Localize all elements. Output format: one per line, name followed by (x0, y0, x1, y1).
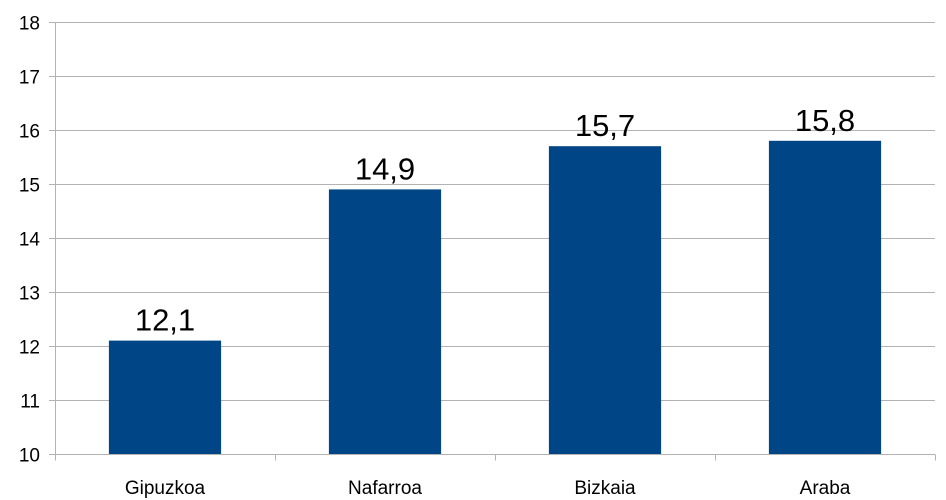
y-tick-label-14: 14 (19, 230, 41, 251)
data-label-gipuzkoa: 12,1 (135, 303, 195, 338)
y-tick-label-15: 15 (19, 176, 40, 197)
y-tick-label-11: 11 (20, 392, 40, 413)
bar-gipuzkoa (108, 340, 222, 454)
x-axis-category-labels: Gipuzkoa Nafarroa Bizkaia Araba (125, 478, 851, 499)
axes (49, 22, 936, 461)
data-label-bizkaia: 15,7 (575, 108, 635, 143)
y-tick-label-18: 18 (19, 14, 40, 35)
category-label-nafarroa: Nafarroa (348, 478, 422, 499)
bars (108, 140, 882, 455)
category-label-bizkaia: Bizkaia (574, 478, 636, 499)
y-axis-tick-labels: 10 11 12 13 14 15 16 17 18 (19, 14, 41, 467)
y-tick-label-17: 17 (19, 68, 40, 89)
data-labels: 12,1 14,9 15,7 15,8 (135, 103, 855, 338)
category-label-araba: Araba (800, 478, 851, 499)
y-tick-label-13: 13 (19, 284, 40, 305)
y-tick-label-10: 10 (19, 446, 40, 467)
data-label-nafarroa: 14,9 (355, 151, 415, 186)
bar-nafarroa (328, 189, 442, 454)
bar-araba (768, 140, 882, 455)
data-label-araba: 15,8 (795, 103, 855, 138)
bar-bizkaia (548, 146, 662, 454)
category-label-gipuzkoa: Gipuzkoa (125, 478, 206, 499)
y-tick-label-12: 12 (19, 338, 40, 359)
y-tick-label-16: 16 (19, 122, 40, 143)
